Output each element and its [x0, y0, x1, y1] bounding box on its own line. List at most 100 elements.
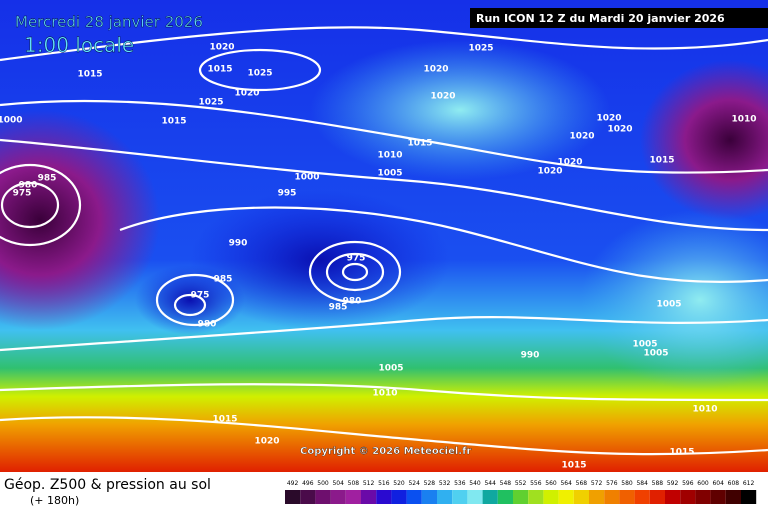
scale-swatch — [543, 490, 559, 504]
footer-subtitle: (+ 180h) — [30, 494, 79, 507]
scale-swatch — [406, 490, 422, 504]
isobar-label: 1020 — [537, 167, 562, 177]
copyright: Copyright © 2026 Meteociel.fr — [300, 446, 471, 457]
forecast-date: Mercredi 28 janvier 2026 — [15, 13, 203, 31]
isobar-line — [325, 252, 385, 292]
scale-swatch — [361, 490, 377, 504]
isobar-label: 1020 — [430, 92, 455, 102]
isobar-line — [0, 99, 768, 174]
isobar-label: 990 — [229, 239, 248, 249]
scale-tick-label: 576 — [606, 480, 618, 487]
isobar-line — [173, 293, 207, 317]
isobar-label: 1010 — [692, 405, 717, 415]
scale-swatch — [619, 490, 635, 504]
scale-swatch — [589, 490, 605, 504]
isobar-label: 1005 — [656, 300, 681, 310]
isobar-label: 1020 — [607, 125, 632, 135]
scale-tick-label: 548 — [500, 480, 512, 487]
isobar-line — [0, 138, 768, 232]
scale-tick-label: 540 — [469, 480, 481, 487]
scale-tick-label: 572 — [591, 480, 603, 487]
run-box — [470, 8, 768, 28]
scale-swatch — [421, 490, 437, 504]
scale-tick-label: 588 — [652, 480, 664, 487]
isobar-line — [308, 240, 402, 304]
scale-tick-label: 492 — [287, 480, 299, 487]
isobar-label: 980 — [19, 181, 38, 191]
isobar-label: 1015 — [649, 156, 674, 166]
isobar-label: 1000 — [294, 173, 319, 183]
isobar-label: 990 — [521, 351, 540, 361]
scale-swatch — [437, 490, 453, 504]
scale-swatch — [573, 490, 589, 504]
isobar-label: 1025 — [247, 69, 272, 79]
isobar-label: 1020 — [596, 114, 621, 124]
scale-swatch — [528, 490, 544, 504]
scale-tick-label: 584 — [636, 480, 648, 487]
scale-tick-label: 500 — [317, 480, 329, 487]
scale-swatch — [285, 490, 301, 504]
scale-tick-label: 520 — [393, 480, 405, 487]
isobar-label: 1015 — [207, 65, 232, 75]
field-low — [640, 60, 768, 220]
scale-swatch — [725, 490, 741, 504]
isobar-label: 1020 — [557, 158, 582, 168]
isobar-label: 1010 — [731, 115, 756, 125]
isobar-label: 1020 — [569, 132, 594, 142]
isobar-label: 1025 — [198, 98, 223, 108]
isobar-line — [0, 316, 768, 352]
scale-tick-label: 516 — [378, 480, 390, 487]
scale-tick-label: 532 — [439, 480, 451, 487]
isobar-label: 1015 — [161, 117, 186, 127]
isobar-line — [0, 383, 768, 402]
scale-tick-label: 580 — [621, 480, 633, 487]
scale-swatch — [710, 490, 726, 504]
scale-tick-label: 512 — [363, 480, 375, 487]
scale-tick-label: 568 — [576, 480, 588, 487]
scale-tick-label: 504 — [332, 480, 344, 487]
run-info: Run ICON 12 Z du Mardi 20 janvier 2026 — [476, 12, 725, 25]
isobar-label: 1015 — [77, 70, 102, 80]
isobar-label: 985 — [214, 275, 233, 285]
scale-tick-label: 608 — [728, 480, 740, 487]
scale-swatch — [376, 490, 392, 504]
isobar-label: 1020 — [234, 89, 259, 99]
scale-tick-label: 528 — [424, 480, 436, 487]
scale-tick-label: 596 — [682, 480, 694, 487]
isobar-label: 975 — [191, 291, 210, 301]
isobar-lines — [0, 26, 768, 456]
scale-swatch — [300, 490, 316, 504]
isobar-line — [0, 26, 768, 62]
scale-tick-label: 496 — [302, 480, 314, 487]
forecast-time: 1:00 locale — [24, 33, 134, 57]
scale-swatch — [513, 490, 529, 504]
scale-swatch — [558, 490, 574, 504]
isobar-label: 995 — [278, 189, 297, 199]
isobar-label: 1015 — [407, 139, 432, 149]
isobar-label: 980 — [343, 297, 362, 307]
scale-tick-label: 536 — [454, 480, 466, 487]
field-patch — [135, 265, 245, 335]
scale-tick-label: 600 — [697, 480, 709, 487]
scale-tick-label: 552 — [515, 480, 527, 487]
isobar-label: 1020 — [209, 43, 234, 53]
isobar-line — [119, 206, 768, 284]
isobar-line — [0, 416, 768, 456]
scale-swatch — [315, 490, 331, 504]
scale-swatch — [741, 490, 757, 504]
isobar-label: 1015 — [669, 448, 694, 458]
isobar-label: 980 — [198, 320, 217, 330]
scale-tick-label: 524 — [408, 480, 420, 487]
isobar-label: 1005 — [632, 340, 657, 350]
scale-swatch — [330, 490, 346, 504]
isobar-label: 1010 — [372, 389, 397, 399]
isobar-label: 1020 — [254, 437, 279, 447]
scale-swatch — [482, 490, 498, 504]
isobar-label: 985 — [329, 303, 348, 313]
scale-tick-label: 556 — [530, 480, 542, 487]
scale-tick-label: 560 — [545, 480, 557, 487]
isobar-label: 1005 — [643, 349, 668, 359]
scale-tick-label: 564 — [560, 480, 572, 487]
field-patch — [310, 40, 610, 180]
